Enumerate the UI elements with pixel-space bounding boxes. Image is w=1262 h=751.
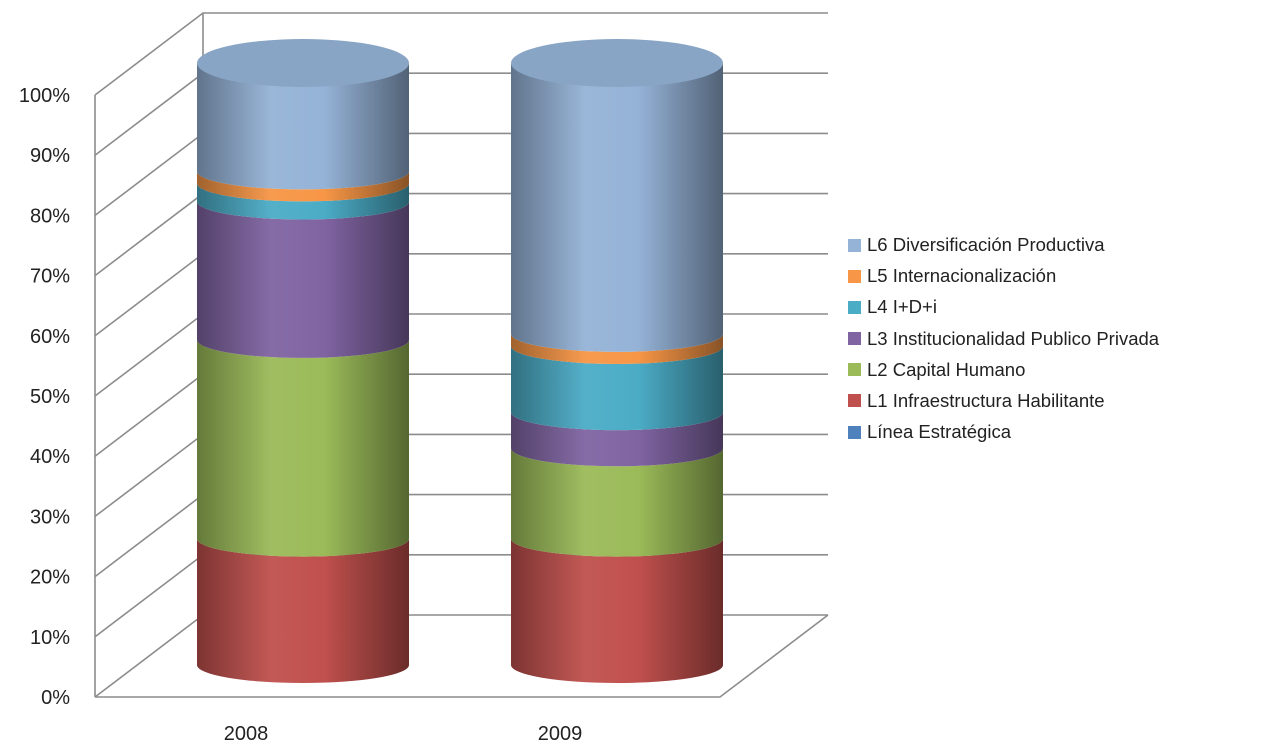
chart-bars — [197, 39, 723, 683]
legend-label: L3 Institucionalidad Publico Privada — [867, 327, 1160, 349]
bar-segment — [197, 171, 409, 202]
bar-segment — [511, 333, 723, 364]
bar-segment — [511, 345, 723, 431]
floor-edge — [95, 614, 829, 698]
legend-swatch — [848, 363, 861, 377]
legend-item: L4 I+D+i — [848, 292, 1258, 322]
y-tick-label: 60% — [30, 326, 70, 348]
legend-swatch — [848, 300, 861, 314]
x-tick-label: 2009 — [538, 723, 583, 745]
bar-segment — [197, 538, 409, 683]
x-tick-label: 2008 — [224, 723, 269, 745]
y-tick-label: 100% — [19, 85, 70, 107]
y-tick-label: 70% — [30, 266, 70, 288]
y-tick-label: 0% — [41, 687, 70, 709]
legend-label: L1 Infraestructura Habilitante — [867, 389, 1105, 411]
legend-item: L1 Infraestructura Habilitante — [848, 386, 1258, 416]
bar-segment — [197, 339, 409, 557]
legend-swatch — [848, 332, 861, 346]
legend-label: L6 Diversificación Productiva — [867, 234, 1105, 255]
y-tick-label: 20% — [30, 567, 70, 589]
y-tick-label: 30% — [30, 506, 70, 528]
legend-item: L3 Institucionalidad Publico Privada — [848, 324, 1258, 354]
legend-label: L2 Capital Humano — [867, 358, 1026, 380]
legend-swatch — [848, 269, 861, 283]
y-tick-label: 80% — [30, 205, 70, 227]
y-tick-label: 40% — [30, 446, 70, 468]
legend-item: L2 Capital Humano — [848, 355, 1258, 385]
x-axis: 2008 2009 — [224, 723, 583, 745]
bar-segment — [197, 183, 409, 220]
y-tick-label: 10% — [30, 627, 70, 649]
bar-segment — [511, 63, 723, 352]
bar-segment — [197, 63, 409, 190]
legend-swatch — [848, 238, 861, 252]
legend-swatch — [848, 394, 861, 408]
legend-label: Línea Estratégica — [867, 421, 1011, 443]
y-tick-label: 90% — [30, 145, 70, 167]
cylinder-top — [511, 39, 723, 87]
y-axis: 0% 10% 20% 30% 40% 50% 60% 70% 80% 90% 100% — [19, 85, 70, 709]
legend-item: L6 Diversificación Productiva — [848, 230, 1258, 260]
legend-swatch — [848, 425, 861, 439]
legend-label: L4 I+D+i — [867, 296, 937, 318]
cylinder-2008 — [197, 39, 409, 683]
legend-item: L5 Internacionalización — [848, 261, 1258, 291]
legend: L6 Diversificación Productiva L5 Internac… — [848, 230, 1258, 448]
bar-segment — [511, 448, 723, 557]
bar-segment — [511, 538, 723, 683]
legend-item: Línea Estratégica — [848, 417, 1258, 447]
cylinder-2009 — [511, 39, 723, 683]
legend-label: L5 Internacionalización — [867, 265, 1057, 287]
bar-segment — [197, 201, 409, 358]
bar-segment — [511, 412, 723, 467]
cylinder-top — [197, 39, 409, 87]
y-tick-label: 50% — [30, 386, 70, 408]
